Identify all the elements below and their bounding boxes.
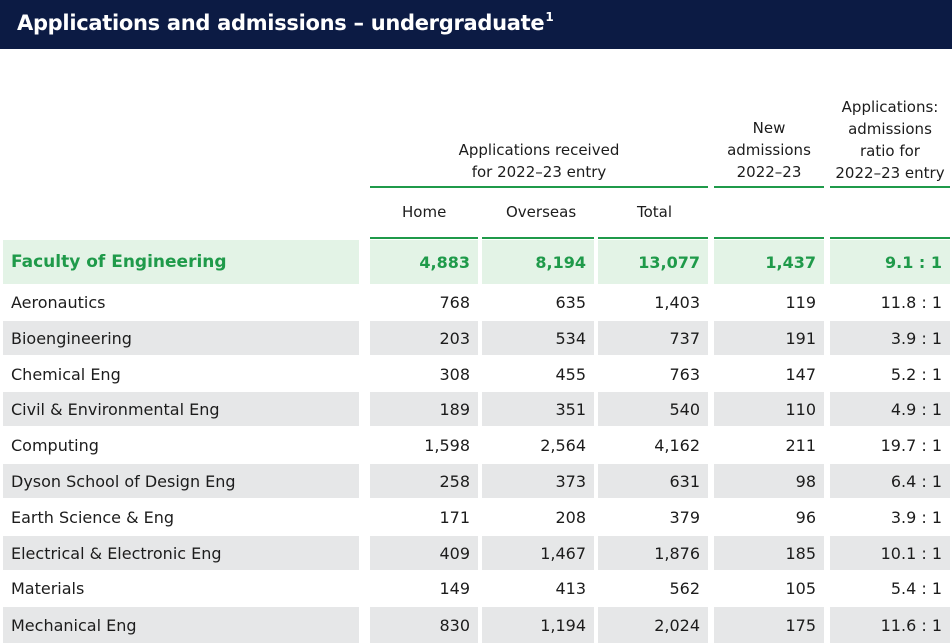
ratio-cell: 6.4 : 1 (830, 464, 950, 498)
applications-header-rule (370, 186, 708, 188)
overseas-cell: 373 (482, 464, 594, 498)
name-cell: Civil & Environmental Eng (3, 392, 359, 426)
overseas-cell: 413 (555, 578, 586, 598)
faculty-rule-total (598, 237, 708, 239)
total-cell: 1,876 (598, 536, 708, 570)
overseas-cell: 2,564 (540, 435, 586, 455)
total-cell: 13,077 (598, 240, 708, 284)
faculty-rule-overseas (482, 237, 594, 239)
ratio-cell: 3.9 : 1 (830, 321, 950, 355)
home-cell: 308 (439, 364, 470, 384)
overseas-cell: 635 (555, 292, 586, 312)
ratio-header-rule (830, 186, 950, 188)
table-row: Bioengineering 203 534 737 191 3.9 : 1 (0, 321, 952, 355)
total-cell: 763 (669, 364, 700, 384)
new-admissions-cell: 191 (714, 321, 824, 355)
table-row: Civil & Environmental Eng 189 351 540 110 4.9… (0, 392, 952, 426)
table-row: Dyson School of Design Eng 258 373 631 98 6.4… (0, 464, 952, 498)
home-column-header: Home (402, 203, 447, 221)
name-cell: Computing (11, 435, 99, 455)
total-cell: 1,403 (654, 292, 700, 312)
ratio-cell: 4.9 : 1 (830, 392, 950, 426)
home-cell: 171 (439, 507, 470, 527)
new-admissions-cell: 105 (785, 578, 816, 598)
total-cell: 379 (669, 507, 700, 527)
total-cell: 737 (598, 321, 708, 355)
applications-received-header: Applications received for 2022–23 entry (458, 141, 620, 181)
overseas-cell: 455 (555, 364, 586, 384)
new-admissions-cell: 175 (714, 607, 824, 643)
total-cell: 631 (598, 464, 708, 498)
table-row: Aeronautics 768 635 1,403 119 11.8 : 1 (0, 285, 952, 319)
ratio-cell: 19.7 : 1 (880, 435, 942, 455)
ratio-cell: 11.8 : 1 (880, 292, 942, 312)
title-footnote-marker: 1 (545, 10, 554, 24)
ratio-header: Applications: admissions ratio for 2022–… (835, 98, 945, 182)
new-admissions-cell: 185 (714, 536, 824, 570)
overseas-column-header: Overseas (506, 203, 577, 221)
table-row: Mechanical Eng 830 1,194 2,024 175 11.6 : 1 (0, 607, 952, 643)
ratio-cell: 10.1 : 1 (830, 536, 950, 570)
overseas-cell: 208 (555, 507, 586, 527)
name-cell: Dyson School of Design Eng (3, 464, 359, 498)
total-cell: 4,162 (654, 435, 700, 455)
table-row: Materials 149 413 562 105 5.4 : 1 (0, 572, 952, 604)
home-cell: 203 (370, 321, 478, 355)
table-row: Electrical & Electronic Eng 409 1,467 1,876… (0, 536, 952, 570)
new-admissions-cell: 211 (785, 435, 816, 455)
ratio-cell: 3.9 : 1 (890, 507, 942, 527)
ratio-cell: 5.4 : 1 (890, 578, 942, 598)
total-column-header: Total (637, 203, 673, 221)
home-cell: 4,883 (370, 240, 478, 284)
home-cell: 409 (370, 536, 478, 570)
name-cell: Bioengineering (3, 321, 359, 355)
new-admissions-cell: 110 (714, 392, 824, 426)
faculty-total-row: Faculty of Engineering 4,883 8,194 13,077 1,… (0, 240, 952, 284)
name-cell: Aeronautics (11, 292, 106, 312)
home-cell: 258 (370, 464, 478, 498)
overseas-cell: 8,194 (482, 240, 594, 284)
page-title: Applications and admissions – undergradu… (17, 10, 554, 35)
home-cell: 189 (370, 392, 478, 426)
faculty-rule-home (370, 237, 478, 239)
name-cell: Chemical Eng (11, 364, 121, 384)
ratio-cell: 5.2 : 1 (890, 364, 942, 384)
overseas-cell: 1,194 (482, 607, 594, 643)
overseas-cell: 534 (482, 321, 594, 355)
faculty-rule-new (714, 237, 824, 239)
new-admissions-cell: 119 (785, 292, 816, 312)
name-cell: Mechanical Eng (3, 607, 359, 643)
name-cell: Materials (11, 578, 85, 598)
name-cell: Earth Science & Eng (11, 507, 175, 527)
total-cell: 540 (598, 392, 708, 426)
name-cell: Electrical & Electronic Eng (3, 536, 359, 570)
new-admissions-cell: 1,437 (714, 240, 824, 284)
table-row: Earth Science & Eng 171 208 379 96 3.9 : 1 (0, 500, 952, 534)
total-cell: 2,024 (598, 607, 708, 643)
faculty-rule-ratio (830, 237, 950, 239)
overseas-cell: 1,467 (482, 536, 594, 570)
new-admissions-cell: 98 (714, 464, 824, 498)
home-cell: 149 (439, 578, 470, 598)
ratio-cell: 9.1 : 1 (830, 240, 950, 284)
new-admissions-cell: 96 (795, 507, 816, 527)
home-cell: 1,598 (424, 435, 470, 455)
home-cell: 830 (370, 607, 478, 643)
new-admissions-cell: 147 (785, 364, 816, 384)
title-bar: Applications and admissions – undergradu… (0, 0, 952, 49)
overseas-cell: 351 (482, 392, 594, 426)
new-admissions-header-rule (714, 186, 824, 188)
home-cell: 768 (439, 292, 470, 312)
ratio-cell: 11.6 : 1 (830, 607, 950, 643)
name-cell: Faculty of Engineering (3, 240, 359, 284)
total-cell: 562 (669, 578, 700, 598)
table-row: Computing 1,598 2,564 4,162 211 19.7 : 1 (0, 428, 952, 462)
table-row: Chemical Eng 308 455 763 147 5.2 : 1 (0, 357, 952, 391)
new-admissions-header: New admissions 2022–23 (727, 119, 811, 181)
